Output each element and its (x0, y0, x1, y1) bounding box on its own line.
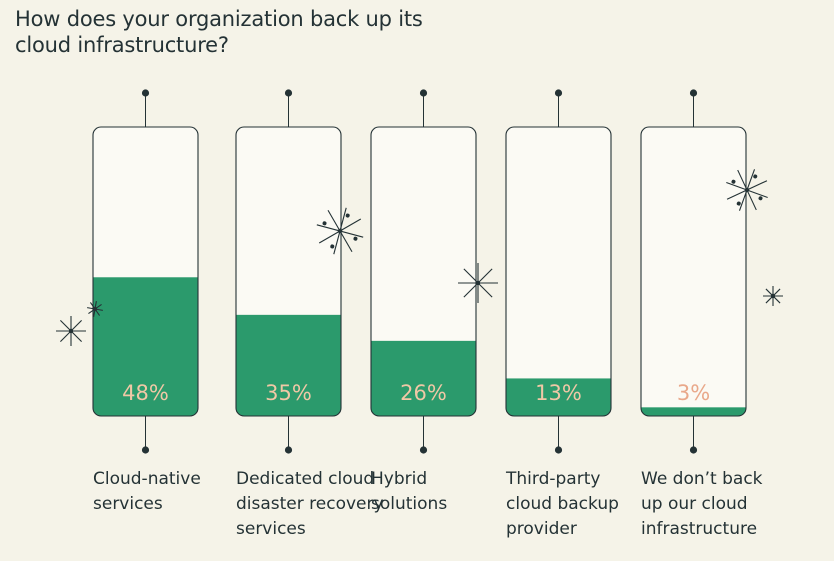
bar-outline (92, 126, 199, 417)
bar-group: 3% (640, 89, 747, 454)
value-label: 48% (122, 381, 169, 405)
bar (236, 314, 341, 416)
bar-group: 26% (370, 89, 477, 454)
bar-outline (370, 126, 477, 417)
category-label: Hybrid solutions (371, 469, 448, 514)
sparkle-core (770, 293, 776, 299)
bar-outline (505, 126, 612, 417)
bar-top-dot (419, 89, 428, 97)
value-label: 35% (265, 381, 312, 405)
bar (641, 407, 746, 416)
sparkle-decoration (316, 207, 364, 255)
bar-top-dot (689, 89, 698, 97)
bar (506, 378, 611, 416)
bar-top-dot (284, 89, 293, 97)
bar-top-dot (141, 89, 150, 97)
chart-title: How does your organization back up its c… (15, 7, 423, 57)
bar-container (506, 127, 611, 416)
bar-group: 48% (92, 89, 199, 454)
bar-outline (640, 126, 747, 417)
sparkle-dot (758, 196, 763, 201)
bar-bottom-dot (554, 446, 563, 454)
bar-bottom-dot (419, 446, 428, 454)
sparkle-core (92, 306, 98, 312)
bar-top-dot (554, 89, 563, 97)
sparkle-dot (753, 174, 758, 179)
bar (93, 277, 198, 416)
bar (371, 340, 476, 416)
value-label: 26% (400, 381, 447, 405)
sparkle-decoration (87, 301, 103, 317)
sparkle-core (337, 228, 343, 234)
sparkle-dot (353, 236, 358, 241)
sparkle-decoration (763, 286, 783, 306)
sparkle-decoration (458, 263, 498, 303)
bar-outline (235, 126, 342, 417)
sparkle-dot (345, 213, 350, 218)
bar-bottom-dot (141, 446, 150, 454)
sparkle-decoration (726, 169, 768, 211)
sparkle-dot (322, 221, 327, 226)
sparkle-dot (736, 201, 741, 206)
bar-group: 13% (505, 89, 612, 454)
sparkle-decoration (56, 316, 86, 346)
sparkle-core (744, 187, 750, 193)
category-label: We don’t back up our cloud infrastructur… (641, 469, 763, 539)
bar-bottom-dot (689, 446, 698, 454)
sparkle-core (68, 328, 74, 334)
bar-bottom-dot (284, 446, 293, 454)
sparkle-dot (330, 244, 335, 249)
bar-group: 35% (235, 89, 342, 454)
bar-container (641, 127, 746, 416)
category-label: Dedicated cloud disaster recovery servic… (236, 469, 384, 539)
category-label: Third-party cloud backup provider (506, 469, 619, 539)
sparkle-core (475, 280, 481, 286)
sparkle-dot (731, 179, 736, 184)
category-label: Cloud-native services (93, 469, 201, 514)
value-label: 13% (535, 381, 582, 405)
value-label: 3% (677, 381, 710, 405)
